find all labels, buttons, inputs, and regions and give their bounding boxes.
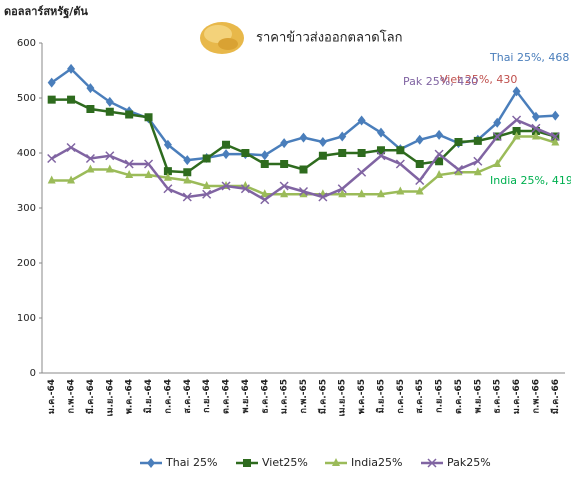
y-tick-label: 200 [17,258,36,269]
x-tick-label: เม.ย.-64 [105,379,115,416]
y-tick-label: 0 [30,368,36,379]
point [358,168,366,176]
point [145,113,153,121]
legend-label: Pak25% [447,456,491,469]
point [358,149,366,157]
x-tick-label: ก.พ.-64 [67,379,77,413]
y-tick-label: 100 [17,313,36,324]
point [67,144,75,152]
point [86,105,94,113]
x-tick-label: มี.ค.-64 [85,379,96,414]
point [106,108,114,116]
point [338,149,346,157]
chart-title: ราคาข้าวส่งออกตลาดโลก [256,30,403,46]
point [241,149,249,157]
x-tick-label: ก.พ.-66 [531,379,541,413]
y-tick-label: 300 [17,203,36,214]
point [280,138,288,148]
x-tick-label: ก.ย.-64 [202,379,212,413]
x-tick-label: ต.ค.-65 [454,379,464,414]
series [48,116,560,204]
annotation: Thai 25%, 468 [489,51,569,64]
point [435,130,443,140]
legend-label: Viet25% [262,456,308,469]
point [300,166,308,174]
x-tick-label: มี.ค.-66 [550,379,561,414]
x-tick-label: ก.ย.-65 [435,379,445,413]
legend-label: Thai 25% [165,456,217,469]
legend-marker [147,458,155,468]
point [474,137,482,145]
point [551,111,559,121]
point [319,137,327,147]
point [183,168,191,176]
x-tick-label: ส.ค.-65 [415,379,425,414]
x-tick-label: ม.ค.-64 [47,379,57,414]
point [416,177,424,185]
annotation: Pak 25%, 430 [403,75,478,88]
legend-marker [243,459,251,467]
point [67,96,75,104]
point [222,141,230,149]
point [280,160,288,168]
annotation: India 25%, 419 [490,174,571,187]
x-tick-label: ม.ค.-66 [512,379,522,414]
x-tick-label: พ.ย.-64 [241,379,251,413]
point [435,150,443,158]
point [222,149,230,159]
x-tick-label: ม.ค.-65 [280,379,290,414]
x-tick-label: ก.พ.-65 [299,379,309,413]
chart: ดอลลาร์สหรัฐ/ตัน ราคาข้าวส่งออกตลาดโลก 0… [0,0,571,475]
x-tick-label: ส.ค.-64 [183,379,193,414]
x-tick-label: พ.ค.-64 [125,379,135,414]
point [48,96,56,104]
x-tick-label: ก.ค.-64 [163,379,173,414]
point [261,150,269,160]
point [261,160,269,168]
rice-icon [200,22,244,54]
y-axis-label: ดอลลาร์สหรัฐ/ตัน [4,5,88,19]
legend-label: India25% [351,456,402,469]
point [454,138,462,146]
y-tick-label: 500 [17,93,36,104]
x-tick-label: พ.ย.-65 [473,379,483,413]
x-tick-label: ต.ค.-64 [222,379,232,414]
x-tick-label: ก.ค.-65 [396,379,406,414]
y-tick-label: 400 [17,148,36,159]
x-tick-label: พ.ค.-65 [357,379,367,414]
x-tick-label: มี.ค.-65 [317,379,328,414]
x-tick-label: ธ.ค.-65 [493,379,503,414]
x-tick-label: ธ.ค.-64 [260,379,270,414]
point [125,111,133,119]
x-tick-label: เม.ย.-65 [338,379,348,416]
point [416,135,424,145]
x-tick-label: มิ.ย.-64 [143,379,154,413]
y-tick-label: 600 [17,38,36,49]
point [203,155,211,163]
point [396,146,404,154]
point [416,160,424,168]
point [300,133,308,143]
x-tick-label: มิ.ย.-65 [375,379,386,413]
point [48,155,56,163]
point [319,152,327,160]
